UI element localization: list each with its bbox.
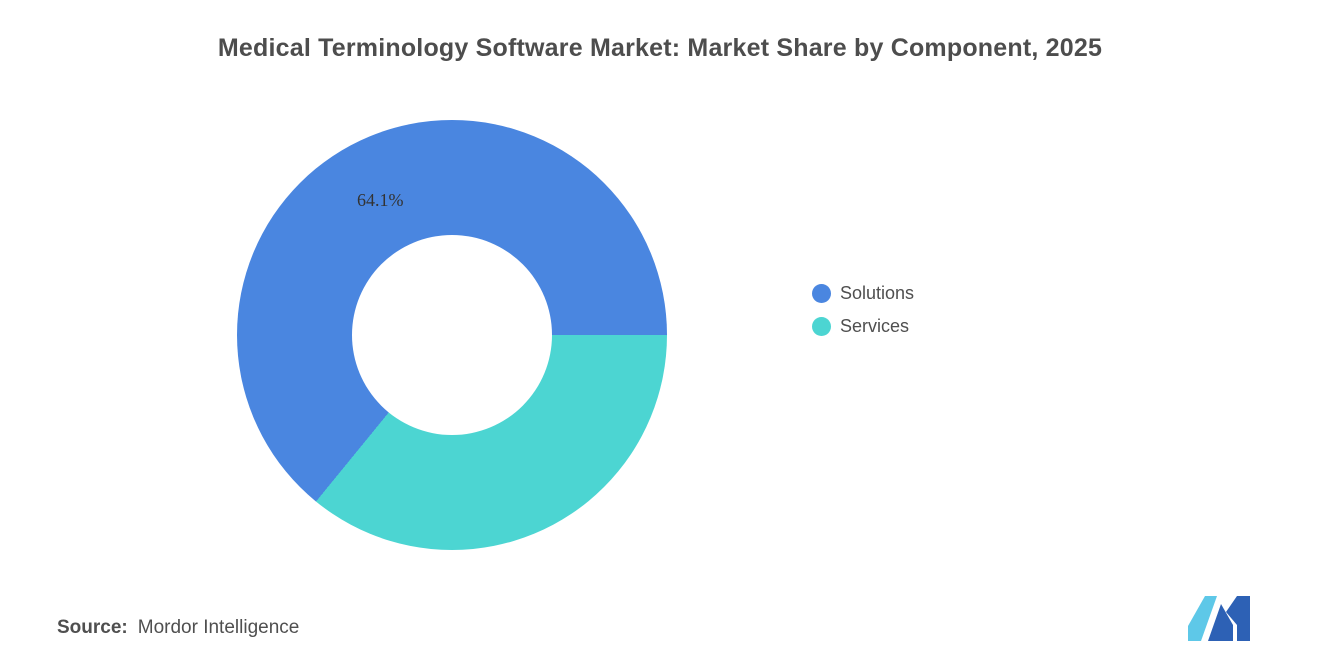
legend-swatch [812,317,831,336]
legend-item-services: Services [812,316,914,337]
legend-label: Services [840,316,910,336]
chart-title: Medical Terminology Software Market: Mar… [217,34,1103,62]
mordor-intelligence-logo [1188,596,1250,641]
donut-chart-area: 64.1% [237,120,667,550]
legend-item-solutions: Solutions [812,283,914,304]
donut-hole [352,235,552,435]
source-line: Source: Mordor Intelligence [57,617,299,639]
source-text: Mordor Intelligence [137,617,300,638]
legend-label: Solutions [840,283,915,303]
source-prefix-label: Source: [57,617,128,638]
chart-legend: Solutions Services [812,283,914,349]
slice-data-label: 64.1% [357,190,404,210]
legend-swatch [812,284,831,303]
logo-shape-dark2 [1226,596,1250,641]
logo-shape-light [1188,596,1217,641]
logo-shape-dark [1208,604,1233,641]
